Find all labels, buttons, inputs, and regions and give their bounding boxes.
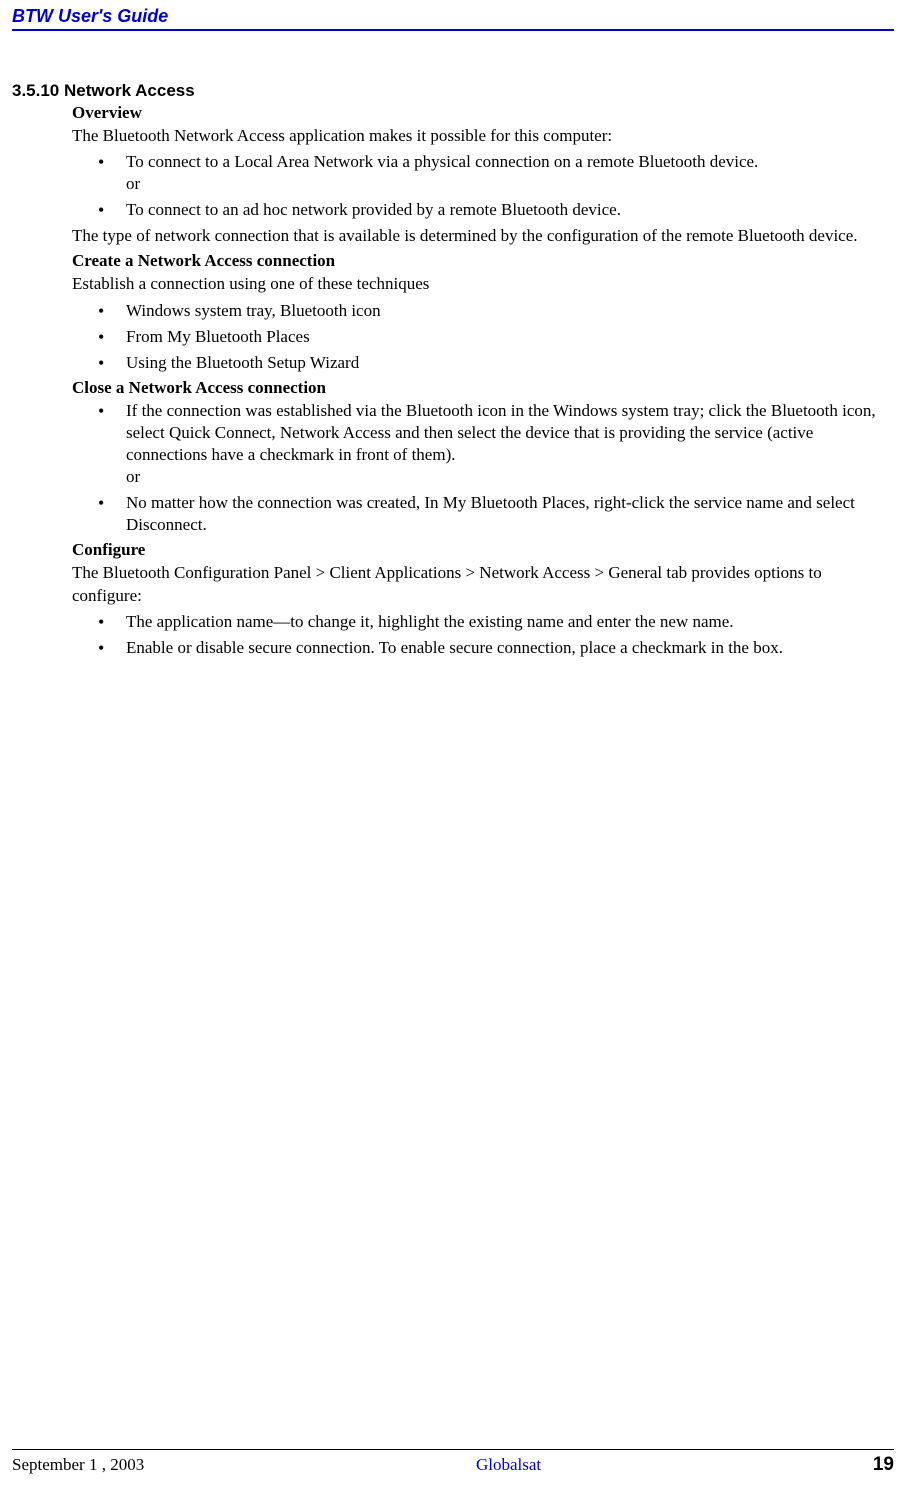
footer-date: September 1 , 2003 [12,1455,144,1475]
configure-bullets: The application name—to change it, highl… [72,611,886,659]
list-item: To connect to an ad hoc network provided… [126,199,886,221]
footer-row: September 1 , 2003 Globalsat 19 [12,1454,894,1476]
page-header: BTW User's Guide [0,0,906,31]
list-item: From My Bluetooth Places [126,326,886,348]
list-item: To connect to a Local Area Network via a… [126,151,886,195]
list-item: No matter how the connection was created… [126,492,886,536]
create-para-1: Establish a connection using one of thes… [72,273,886,295]
configure-para-1: The Bluetooth Configuration Panel > Clie… [72,562,886,606]
footer-page-number: 19 [873,1454,894,1476]
create-bullets: Windows system tray, Bluetooth icon From… [72,300,886,374]
overview-para-2: The type of network connection that is a… [72,225,886,247]
list-item: The application name—to change it, highl… [126,611,886,633]
list-item: Using the Bluetooth Setup Wizard [126,352,886,374]
list-item: If the connection was established via th… [126,400,886,488]
footer-rule [12,1449,894,1450]
overview-heading: Overview [72,103,886,123]
section-body: Overview The Bluetooth Network Access ap… [12,103,896,659]
create-heading: Create a Network Access connection [72,251,886,271]
overview-para-1: The Bluetooth Network Access application… [72,125,886,147]
overview-bullets: To connect to a Local Area Network via a… [72,151,886,221]
configure-heading: Configure [72,540,886,560]
close-bullets: If the connection was established via th… [72,400,886,537]
close-heading: Close a Network Access connection [72,378,886,398]
header-title: BTW User's Guide [12,6,894,27]
footer-company: Globalsat [476,1455,541,1475]
page-content: 3.5.10 Network Access Overview The Bluet… [0,31,906,659]
list-item: Windows system tray, Bluetooth icon [126,300,886,322]
page-footer: September 1 , 2003 Globalsat 19 [0,1449,906,1476]
list-item: Enable or disable secure connection. To … [126,637,886,659]
section-heading: 3.5.10 Network Access [12,81,896,101]
